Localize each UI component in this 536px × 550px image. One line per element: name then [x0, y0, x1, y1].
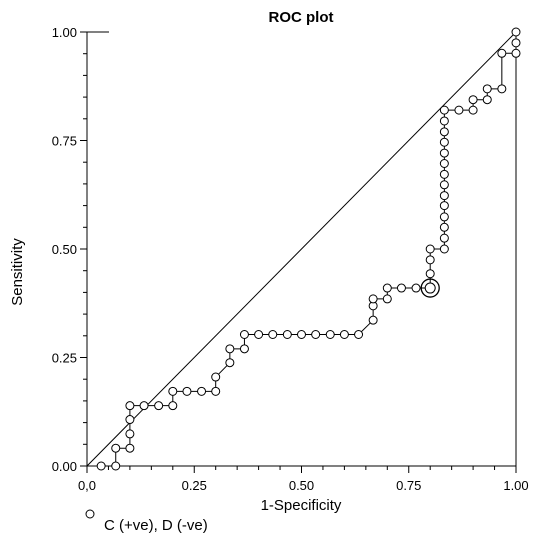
roc-point [168, 386, 178, 396]
highlight-marker [420, 278, 440, 298]
roc-point [468, 95, 478, 105]
roc-point [182, 386, 192, 396]
roc-point [382, 283, 392, 293]
roc-point [125, 429, 135, 439]
roc-curve [101, 32, 517, 467]
y-axis-label: Sensitivity [9, 238, 26, 306]
x-tick-label: 0.75 [396, 478, 421, 493]
x-tick-label: 1.00 [503, 478, 528, 493]
roc-point [439, 137, 449, 147]
roc-point [439, 105, 449, 115]
roc-point [239, 329, 249, 339]
x-tick-label: 0.25 [182, 478, 207, 493]
roc-point [125, 443, 135, 453]
roc-point [439, 201, 449, 211]
y-tick-label: 0.75 [52, 134, 77, 149]
roc-point [425, 269, 435, 279]
legend: C (+ve), D (-ve) [85, 509, 208, 534]
roc-point [439, 212, 449, 222]
x-tick-label: 0,0 [78, 478, 96, 493]
roc-point [311, 329, 321, 339]
roc-point [125, 415, 135, 425]
roc-point [239, 344, 249, 354]
roc-point [111, 443, 121, 453]
roc-point [168, 401, 178, 411]
roc-point [439, 169, 449, 179]
roc-point [396, 283, 406, 293]
roc-point [154, 401, 164, 411]
y-axis: 0.00 0.25 0.50 0.75 1.00 [52, 25, 87, 474]
roc-point [439, 116, 449, 126]
roc-point [497, 48, 507, 58]
roc-point [111, 461, 121, 471]
roc-point [425, 244, 435, 254]
roc-point [439, 233, 449, 243]
roc-point [254, 329, 264, 339]
y-tick-label: 0.00 [52, 459, 77, 474]
roc-point [439, 127, 449, 137]
roc-point [425, 255, 435, 265]
roc-point [511, 27, 521, 37]
roc-point [468, 105, 478, 115]
roc-point [96, 461, 106, 471]
roc-point [368, 315, 378, 325]
roc-point [339, 329, 349, 339]
roc-point [439, 159, 449, 169]
reference-diagonal-line [86, 31, 517, 467]
x-tick-label: 0.50 [289, 478, 314, 493]
roc-point [511, 38, 521, 48]
legend-label: C (+ve), D (-ve) [104, 517, 208, 534]
roc-point [439, 191, 449, 201]
roc-point [411, 283, 421, 293]
roc-point [197, 386, 207, 396]
roc-point [368, 294, 378, 304]
roc-curve-line [101, 32, 517, 467]
roc-point [268, 329, 278, 339]
roc-point [211, 372, 221, 382]
roc-point [439, 148, 449, 158]
y-tick-label: 0.25 [52, 351, 77, 366]
roc-point [225, 358, 235, 368]
roc-point [439, 244, 449, 254]
roc-point [454, 105, 464, 115]
roc-point [439, 180, 449, 190]
roc-point [125, 401, 135, 411]
y-tick-label: 1.00 [52, 25, 77, 40]
x-axis: 0,0 0.25 0.50 0.75 1.00 [78, 466, 529, 493]
roc-point [211, 386, 221, 396]
roc-point [354, 329, 364, 339]
highlight-ring [420, 278, 440, 298]
roc-point [282, 329, 292, 339]
roc-point [325, 329, 335, 339]
roc-point [382, 294, 392, 304]
roc-point [497, 84, 507, 94]
roc-point [482, 84, 492, 94]
roc-point [225, 344, 235, 354]
roc-point [139, 401, 149, 411]
x-axis-label: 1-Specificity [261, 497, 342, 514]
reference-diagonal [86, 31, 517, 467]
legend-marker [85, 509, 95, 519]
roc-points [96, 27, 521, 471]
y-tick-label: 0.50 [52, 242, 77, 257]
roc-point [297, 329, 306, 339]
roc-point [482, 95, 492, 105]
roc-point [439, 222, 449, 232]
roc-point [511, 48, 521, 58]
highlight-point [424, 282, 436, 294]
chart-title: ROC plot [269, 9, 334, 26]
